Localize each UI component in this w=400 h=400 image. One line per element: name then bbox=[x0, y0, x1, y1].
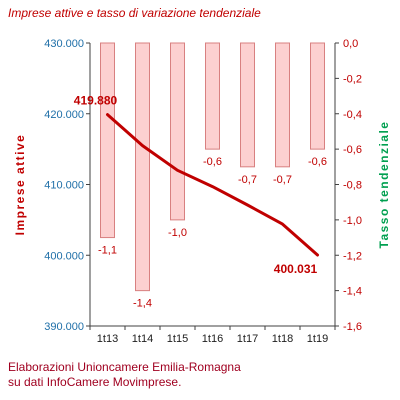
axes-layer: 430.000 420.000 410.000 400.000 390.000 0,0 -0… bbox=[13, 38, 391, 345]
x-tick-label-1t19: 1t19 bbox=[307, 333, 328, 345]
left-axis-title: Imprese attive bbox=[13, 134, 27, 236]
line-label-last: 400.031 bbox=[274, 262, 318, 276]
right-axis-title: Tasso tendenziale bbox=[377, 121, 391, 249]
x-tick-label-1t18: 1t18 bbox=[272, 333, 293, 345]
bar-1t13 bbox=[100, 42, 115, 239]
line-layer bbox=[106, 113, 319, 257]
x-tick-label-1t15: 1t15 bbox=[167, 333, 188, 345]
right-tick-label: -1,6 bbox=[343, 321, 362, 333]
left-tick-label: 390.000 bbox=[44, 321, 84, 333]
x-tick-label-1t16: 1t16 bbox=[202, 333, 223, 345]
left-tick-label: 420.000 bbox=[44, 109, 84, 121]
right-tick-label: -0,2 bbox=[343, 73, 362, 85]
right-tick-label: 0,0 bbox=[343, 38, 358, 50]
source-note-line-2: su dati InfoCamere Movimprese. bbox=[8, 375, 182, 389]
right-tick-label: -0,8 bbox=[343, 180, 362, 192]
left-tick-label: 430.000 bbox=[44, 38, 84, 50]
source-note-line-1: Elaborazioni Unioncamere Emilia-Romagna bbox=[8, 360, 241, 374]
right-tick-label: -0,4 bbox=[343, 109, 362, 121]
bar-label-1t19: -0,6 bbox=[308, 156, 327, 168]
line-imprese-attive bbox=[106, 113, 319, 257]
bar-1t16 bbox=[205, 42, 220, 150]
x-tick-label-1t17: 1t17 bbox=[237, 333, 258, 345]
left-tick-label: 400.000 bbox=[44, 250, 84, 262]
bar-1t18 bbox=[275, 42, 290, 168]
bar-label-1t16: -0,6 bbox=[203, 156, 222, 168]
bar-1t15 bbox=[170, 42, 185, 221]
left-tick-label: 410.000 bbox=[44, 180, 84, 192]
bar-label-1t15: -1,0 bbox=[168, 227, 187, 239]
bar-1t19 bbox=[310, 42, 325, 150]
bar-label-1t13: -1,1 bbox=[98, 245, 117, 257]
bar-1t17 bbox=[240, 42, 255, 168]
labels-layer: -1,1 -1,4 -1,0 -0,6 -0,7 -0,7 -0,6 419.880 400.0… bbox=[74, 94, 327, 310]
bar-label-1t14: -1,4 bbox=[133, 298, 152, 310]
bars-layer bbox=[100, 42, 325, 292]
bar-label-1t17: -0,7 bbox=[238, 174, 257, 186]
bar-label-1t18: -0,7 bbox=[273, 174, 292, 186]
bar-1t14 bbox=[135, 42, 150, 292]
right-tick-label: -1,2 bbox=[343, 250, 362, 262]
chart-title: Imprese attive e tasso di variazione ten… bbox=[8, 6, 261, 20]
right-tick-label: -1,4 bbox=[343, 286, 362, 298]
x-tick-label-1t14: 1t14 bbox=[132, 333, 153, 345]
x-tick-label-1t13: 1t13 bbox=[97, 333, 118, 345]
right-tick-label: -0,6 bbox=[343, 144, 362, 156]
line-label-first: 419.880 bbox=[74, 94, 118, 108]
right-tick-label: -1,0 bbox=[343, 215, 362, 227]
